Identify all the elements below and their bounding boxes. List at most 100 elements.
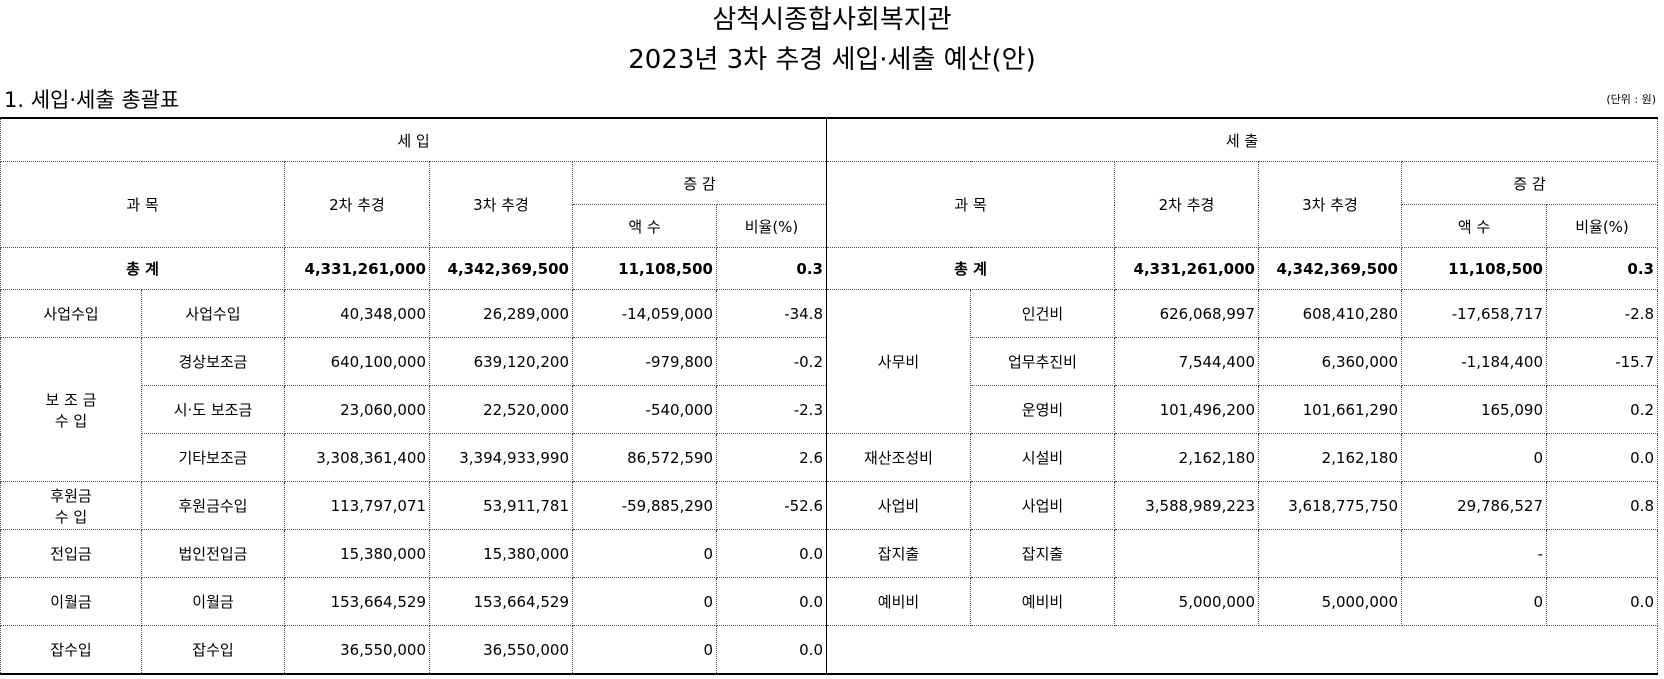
table-row: 기타보조금 3,308,361,400 3,394,933,990 86,572,59… [1,433,1658,482]
total-label: 총 계 [826,247,1115,290]
table-row: 후원금 수 입 후원금수입 113,797,071 53,911,781 -59,885… [0,481,1658,530]
table-row: 보 조 금 수 입 경상보조금 640,100,000 639,120,200 -979… [0,337,1658,482]
value-cell: 0.8 [1546,481,1658,530]
total-value: 0.3 [716,247,827,290]
value-cell: 2,162,180 [1114,433,1259,482]
group-label: 보 조 금 수 입 [0,337,142,482]
total-value: 0.3 [1546,247,1658,290]
item-label: 시·도 보조금 [141,385,285,434]
value-cell: -2.8 [1546,289,1658,338]
value-cell: -17,658,717 [1401,289,1547,338]
total-value: 4,342,369,500 [1258,247,1402,290]
header-cell: 3차 추경 [429,161,573,248]
group-label: 이월금 [0,577,142,626]
value-cell: 0.0 [716,625,827,675]
value-cell: 626,068,997 [1114,289,1259,338]
header-cell: 비율(%) [716,204,827,248]
value-cell: 15,380,000 [429,529,573,578]
header-cell: 액 수 [572,204,717,248]
unit-note: (단위 : 원) [1606,93,1656,106]
table-row: 잡수입 잡수입 36,550,000 36,550,000 0 0.0 [0,625,1658,675]
value-cell [1114,529,1259,578]
header-cell: 액 수 [1401,204,1547,248]
value-cell: -15.7 [1546,337,1658,386]
value-cell: 0.0 [1546,577,1658,626]
budget-table: 세 입 세 출 과 목 2차 추경 3차 추경 증 감 과 목 2차 추경 3차… [0,117,1658,675]
value-cell: 2.6 [716,433,827,482]
value-cell: 7,544,400 [1114,337,1259,386]
value-cell: 153,664,529 [284,577,430,626]
group-label: 예비비 [826,577,971,626]
value-cell: 5,000,000 [1258,577,1402,626]
header-cell: 2차 추경 [284,161,430,248]
value-cell: 3,588,989,223 [1114,481,1259,530]
group-label: 전입금 [0,529,142,578]
value-cell: 153,664,529 [429,577,573,626]
total-value: 4,342,369,500 [429,247,573,290]
header-row: 세 입 세 출 [0,117,1658,162]
item-label: 운영비 [970,385,1115,434]
total-label: 총 계 [0,247,285,290]
header-cell: 과 목 [826,161,1115,248]
header-cell: 비율(%) [1546,204,1658,248]
value-cell: 0.0 [716,577,827,626]
group-label: 사업수입 [0,289,142,338]
value-cell: 0 [572,625,717,675]
item-label: 경상보조금 [141,337,285,386]
group-label: 잡수입 [0,625,142,675]
value-cell: -0.2 [716,337,827,386]
title-line: 삼척시종합사회복지관 [712,5,952,35]
item-label: 잡지출 [970,529,1115,578]
empty-cell [826,625,1658,675]
section-header: 1. 세입·세출 총괄표 (단위 : 원) [0,80,1664,117]
header-row: 액 수 비율(%) 액 수 비율(%) [1,204,1658,248]
value-cell: 101,496,200 [1114,385,1259,434]
value-cell [1258,529,1402,578]
total-value: 11,108,500 [1401,247,1547,290]
value-cell: -52.6 [716,481,827,530]
group-label: 사무비 [826,289,971,434]
item-label: 후원금수입 [141,481,285,530]
item-label: 인건비 [970,289,1115,338]
header-cell: 과 목 [0,161,285,248]
value-cell: 0 [1401,577,1547,626]
group-label: 후원금 수 입 [0,481,142,530]
value-cell: 86,572,590 [572,433,717,482]
table-body: 세 입 세 출 과 목 2차 추경 3차 추경 증 감 과 목 2차 추경 3차… [0,117,1658,675]
value-cell: 22,520,000 [429,385,573,434]
table-row: 전입금 법인전입금 15,380,000 15,380,000 0 0.0 잡지출 잡지출 - [0,529,1658,578]
value-cell [1546,529,1658,578]
value-cell: -979,800 [572,337,717,386]
value-cell: -1,184,400 [1401,337,1547,386]
value-cell: 6,360,000 [1258,337,1402,386]
header-cell: 세 출 [826,117,1658,162]
value-cell: 53,911,781 [429,481,573,530]
value-cell: 640,100,000 [284,337,430,386]
value-cell: 0.2 [1546,385,1658,434]
header-cell: 3차 추경 [1258,161,1402,248]
group-label: 사업비 [826,481,971,530]
value-cell: 2,162,180 [1258,433,1402,482]
header-cell: 증 감 [572,161,827,205]
item-label: 이월금 [141,577,285,626]
value-cell: 26,289,000 [429,289,573,338]
total-value: 4,331,261,000 [1114,247,1259,290]
value-cell: 113,797,071 [284,481,430,530]
value-cell: 0 [1401,433,1547,482]
table-row: 이월금 이월금 153,664,529 153,664,529 0 0.0 예비비 예비비 5,… [0,577,1658,626]
group-label: 재산조성비 [826,433,971,482]
value-cell: -34.8 [716,289,827,338]
value-cell: -2.3 [716,385,827,434]
header-row: 과 목 2차 추경 3차 추경 증 감 과 목 2차 추경 3차 추경 증 감 [0,161,1658,248]
table-row: 시·도 보조금 23,060,000 22,520,000 -540,000 -2.3 운… [1,385,1658,434]
item-label: 기타보조금 [141,433,285,482]
value-cell: 0 [572,577,717,626]
header-cell: 세 입 [0,117,827,162]
value-cell: 29,786,527 [1401,481,1547,530]
value-cell: 639,120,200 [429,337,573,386]
value-cell: 5,000,000 [1114,577,1259,626]
value-cell: 0.0 [1546,433,1658,482]
header-cell: 증 감 [1401,161,1658,205]
header-cell: 2차 추경 [1114,161,1259,248]
